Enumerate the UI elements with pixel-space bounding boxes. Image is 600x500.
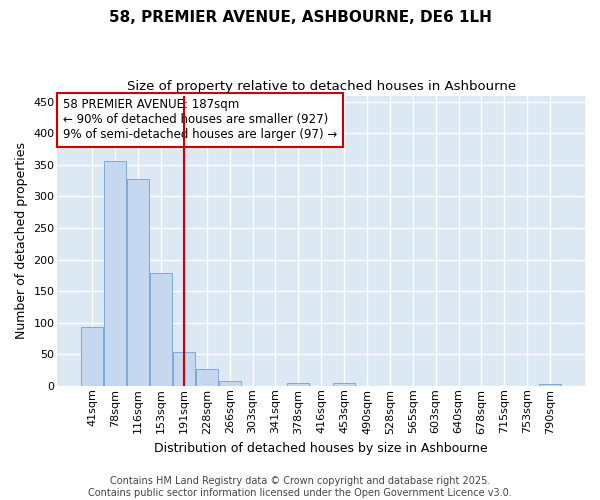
- Bar: [127, 179, 149, 386]
- Bar: [82, 327, 103, 386]
- X-axis label: Distribution of detached houses by size in Ashbourne: Distribution of detached houses by size …: [154, 442, 488, 455]
- Bar: [173, 352, 195, 386]
- Bar: [219, 382, 241, 386]
- Bar: [333, 383, 355, 386]
- Bar: [104, 160, 126, 386]
- Bar: [539, 384, 561, 386]
- Bar: [287, 382, 309, 386]
- Y-axis label: Number of detached properties: Number of detached properties: [15, 142, 28, 339]
- Text: Contains HM Land Registry data © Crown copyright and database right 2025.
Contai: Contains HM Land Registry data © Crown c…: [88, 476, 512, 498]
- Bar: [150, 274, 172, 386]
- Title: Size of property relative to detached houses in Ashbourne: Size of property relative to detached ho…: [127, 80, 516, 93]
- Bar: [196, 370, 218, 386]
- Text: 58 PREMIER AVENUE: 187sqm
← 90% of detached houses are smaller (927)
9% of semi-: 58 PREMIER AVENUE: 187sqm ← 90% of detac…: [63, 98, 337, 142]
- Text: 58, PREMIER AVENUE, ASHBOURNE, DE6 1LH: 58, PREMIER AVENUE, ASHBOURNE, DE6 1LH: [109, 10, 491, 25]
